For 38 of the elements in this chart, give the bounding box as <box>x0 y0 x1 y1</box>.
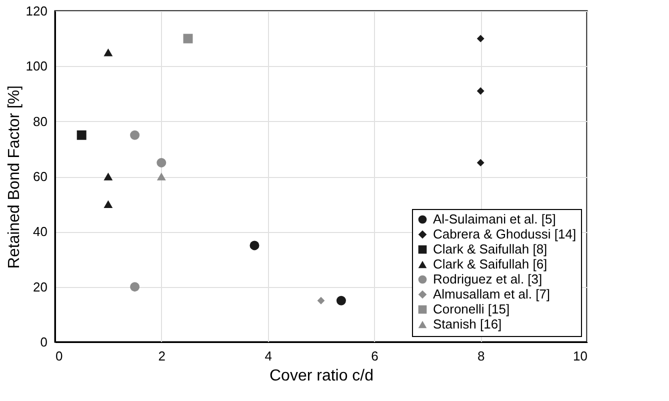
y-tick-label: 60 <box>33 169 48 184</box>
point <box>104 48 113 56</box>
legend-label: Almusallam et al. [7] <box>433 286 550 302</box>
legend-label: Rodriguez et al. [3] <box>433 272 542 286</box>
x-tick-label: 4 <box>264 348 272 364</box>
y-tick-label: 40 <box>33 224 48 240</box>
point <box>156 172 166 180</box>
legend-label: Al-Sulaimani et al. [5] <box>433 212 556 226</box>
legend-label: Clark & Saifullah [8] <box>433 242 548 256</box>
legend-label: Cabrera & Ghodussi [14] <box>433 226 576 242</box>
legend-label: Clark & Saifullah [6] <box>433 256 548 272</box>
point <box>183 34 193 44</box>
point <box>317 296 325 304</box>
y-tick-label: 20 <box>33 279 48 294</box>
legend-label: Coronelli [15] <box>433 302 510 316</box>
point <box>76 130 86 140</box>
x-tick-label: 6 <box>371 348 378 364</box>
x-tick-label: 0 <box>56 348 63 364</box>
x-tick-label: 10 <box>573 348 588 364</box>
y-axis-title: Retained Bond Factor [%] <box>6 85 23 269</box>
point <box>104 172 113 180</box>
x-tick-label: 8 <box>477 348 485 364</box>
y-tick-label: 100 <box>26 58 48 74</box>
point <box>476 159 484 166</box>
point <box>156 158 166 168</box>
point <box>130 130 140 140</box>
point <box>104 200 113 208</box>
legend-label: Stanish [16] <box>433 316 502 332</box>
y-tick-label: 0 <box>40 334 48 350</box>
x-axis-title: Cover ratio c/d <box>269 368 374 384</box>
point <box>250 240 260 250</box>
y-tick-label: 80 <box>33 114 48 129</box>
x-tick-label: 2 <box>158 348 166 364</box>
point <box>476 34 484 42</box>
y-tick-label: 120 <box>26 4 48 18</box>
point <box>130 282 140 292</box>
point <box>336 296 346 306</box>
point <box>476 87 484 95</box>
